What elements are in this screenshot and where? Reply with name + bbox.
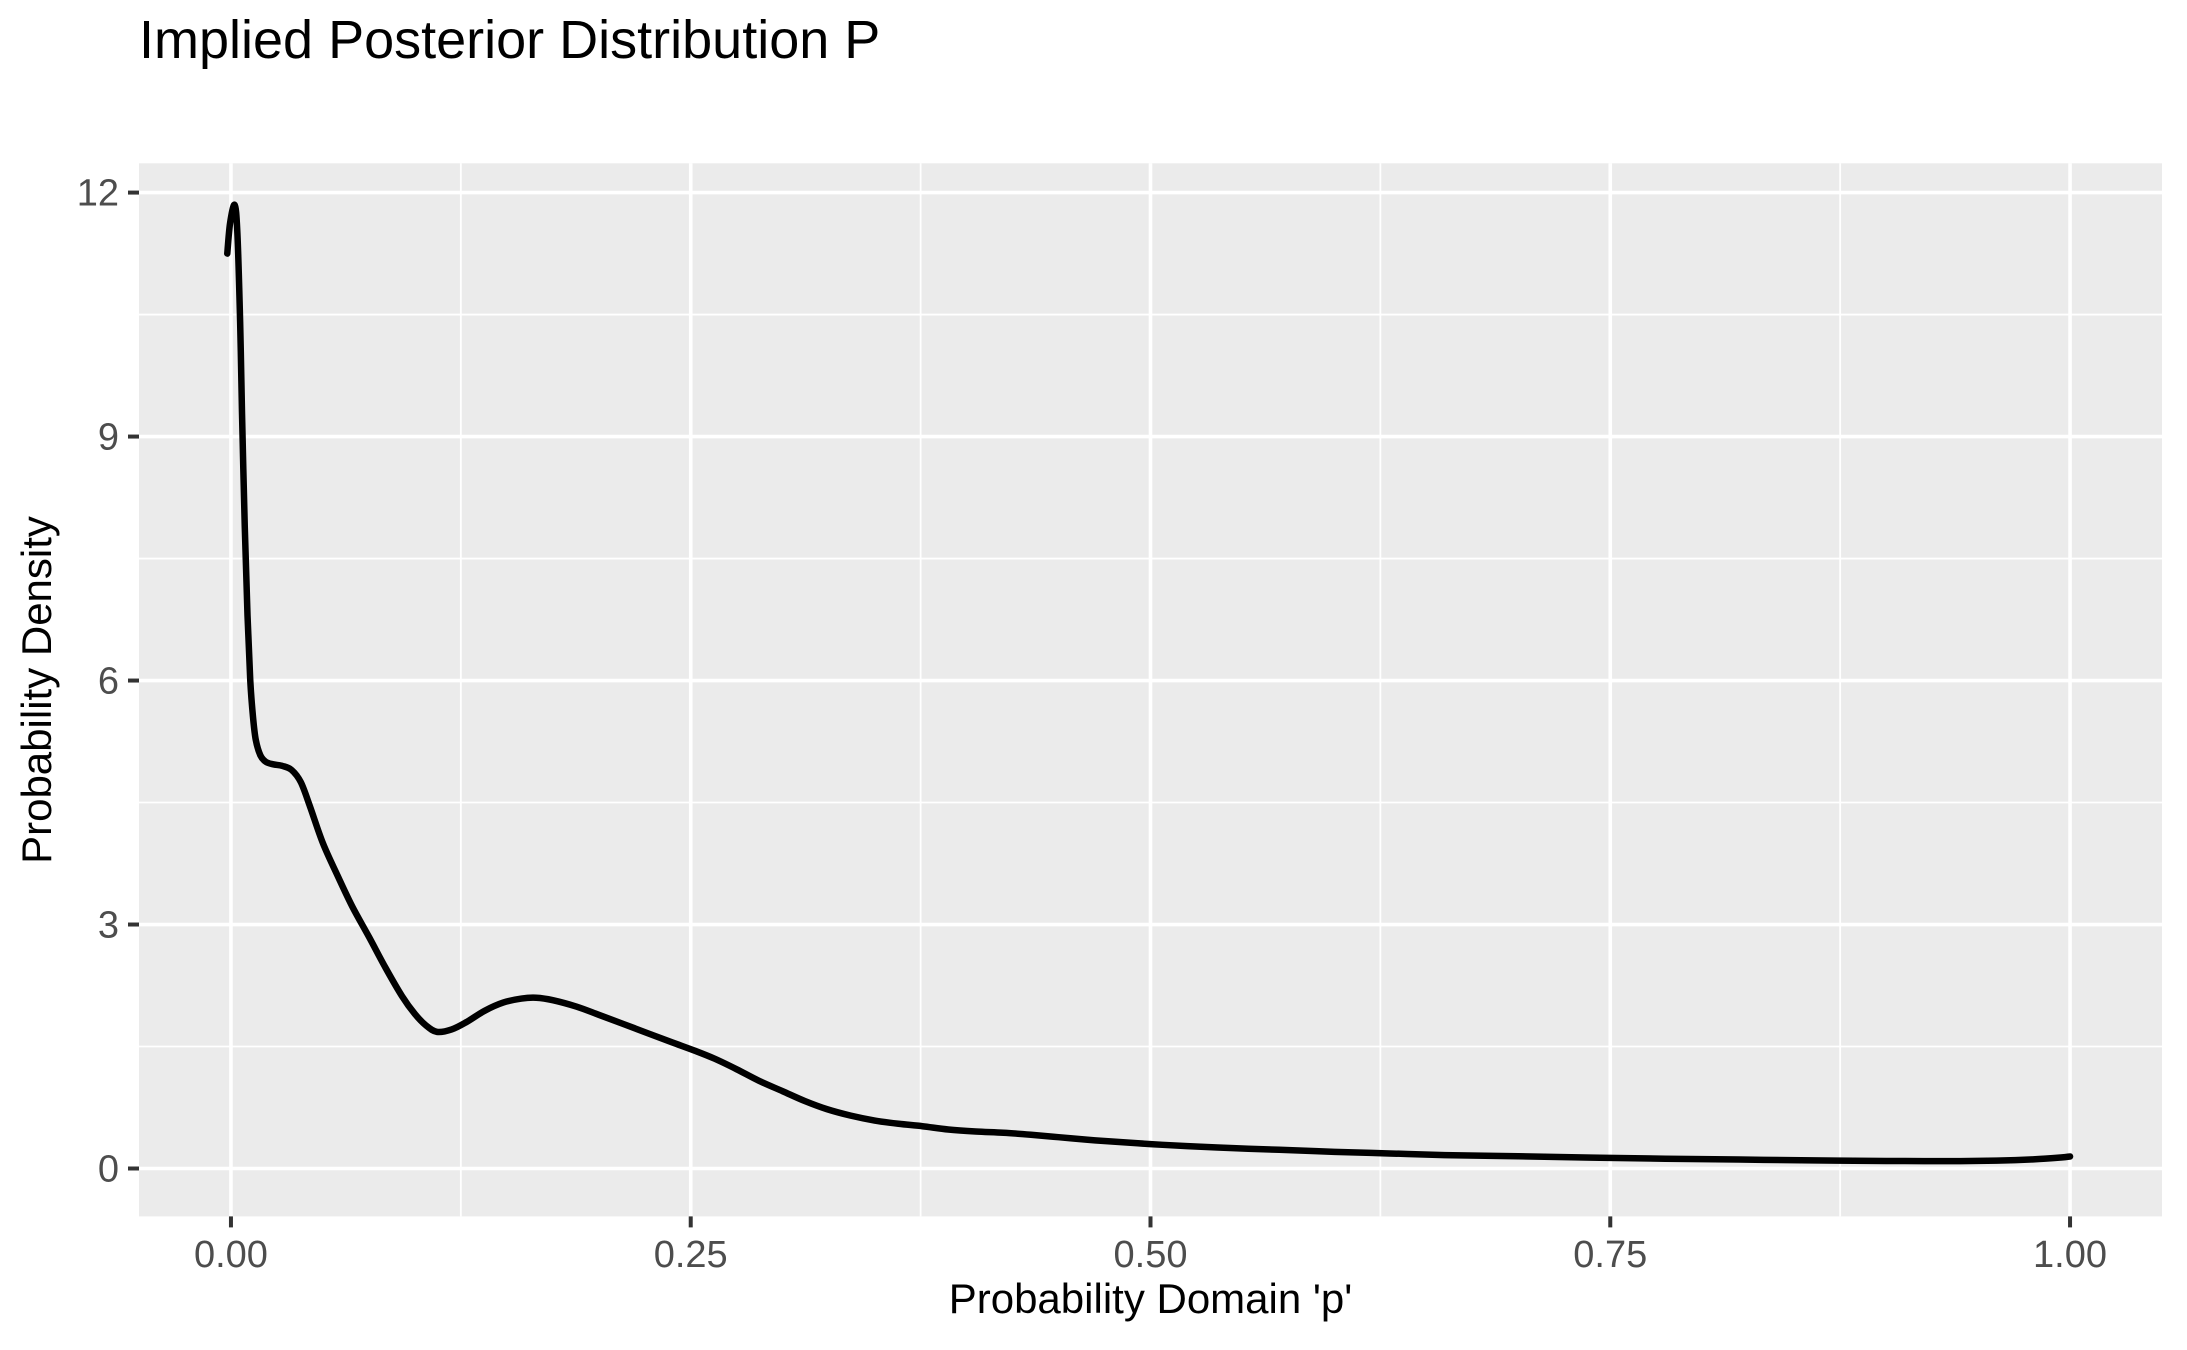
x-tick-label: 0.25 — [654, 1234, 728, 1276]
x-axis-title: Probability Domain 'p' — [948, 1275, 1353, 1322]
x-tick-label: 0.75 — [1573, 1234, 1647, 1276]
y-axis-title: Probability Density — [12, 516, 60, 864]
density-curve — [224, 201, 2074, 1165]
chart-title: Implied Posterior Distribution P — [139, 10, 881, 70]
y-tick-label: 3 — [98, 905, 119, 947]
y-tick-label: 12 — [77, 173, 119, 215]
y-tick-label: 0 — [98, 1148, 119, 1190]
x-tick-label: 0.00 — [194, 1234, 268, 1276]
x-tick-label: 1.00 — [2033, 1234, 2107, 1276]
y-tick-label: 9 — [98, 417, 119, 459]
x-tick-label: 0.50 — [1114, 1234, 1188, 1276]
y-tick-label: 6 — [98, 661, 119, 703]
